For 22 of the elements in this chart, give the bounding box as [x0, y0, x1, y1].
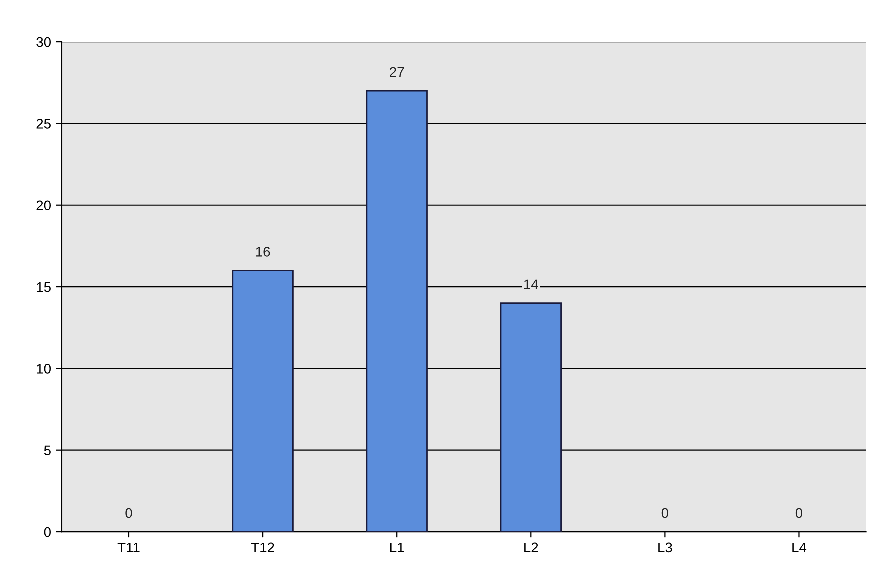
bar [232, 270, 294, 532]
data-label: 27 [390, 67, 404, 78]
data-label: 0 [662, 508, 668, 518]
y-tick-label: 5 [44, 446, 51, 456]
x-tick-label: T11 [118, 542, 140, 553]
data-label: 14 [524, 280, 538, 290]
bar [366, 90, 428, 532]
y-tick-label: 20 [36, 200, 52, 211]
x-tick-label: L1 [390, 542, 404, 553]
x-tick-label: T12 [251, 542, 274, 553]
x-tick-label: L4 [792, 542, 807, 553]
y-tick-label: 25 [36, 119, 51, 129]
x-tick-label: L2 [524, 542, 538, 553]
x-tick-label: L3 [658, 542, 672, 553]
bar [500, 302, 562, 532]
data-label: 16 [256, 247, 270, 257]
data-label: 0 [126, 508, 132, 518]
y-tick-label: 0 [44, 527, 52, 538]
y-tick-label: 15 [37, 282, 51, 292]
data-label: 0 [796, 508, 803, 518]
y-tick-label: 10 [37, 364, 52, 374]
y-tick-label: 30 [36, 37, 52, 48]
